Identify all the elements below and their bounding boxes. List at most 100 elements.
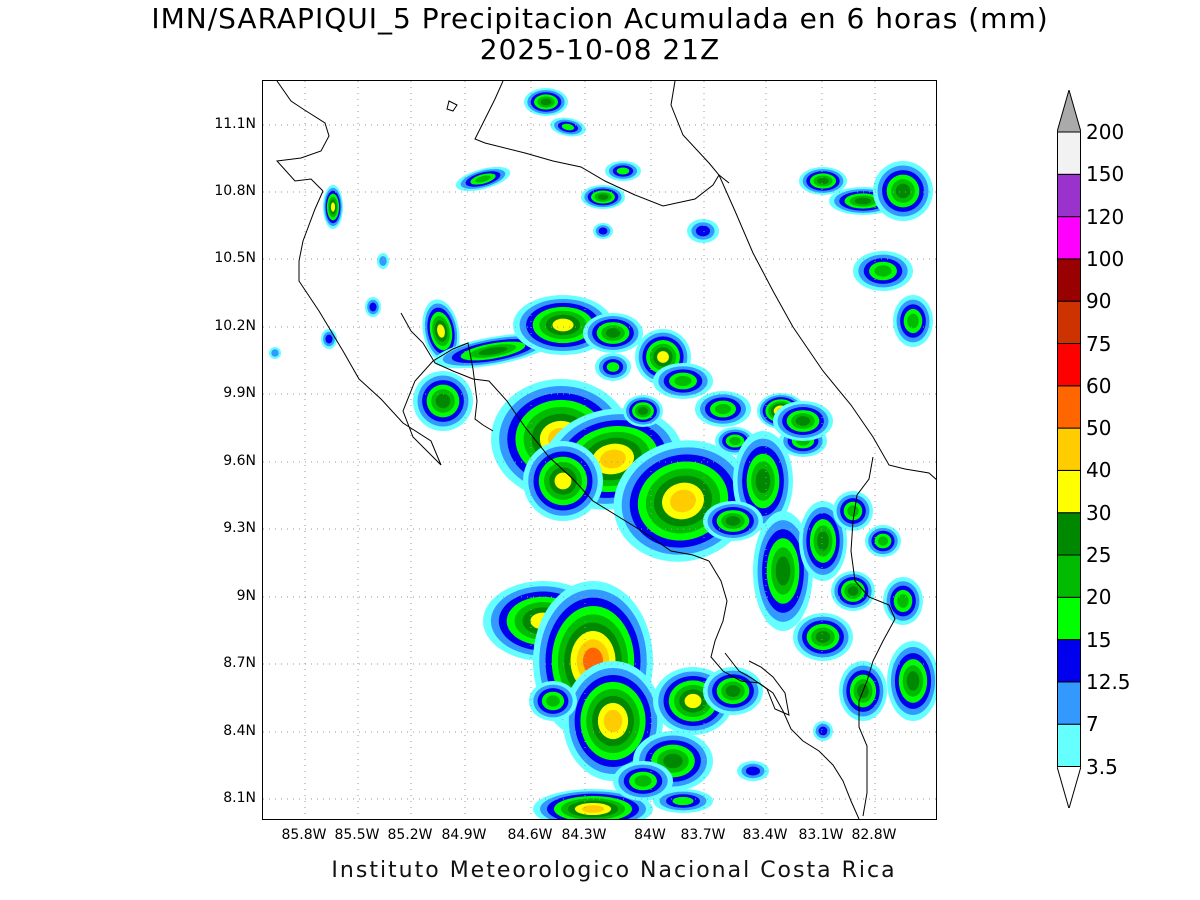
rain-cell — [773, 401, 833, 441]
lat-tick-label: 8.4N — [223, 723, 256, 739]
rain-contour — [897, 594, 909, 608]
rain-cell — [413, 371, 473, 431]
lat-tick-label: 9.9N — [223, 385, 256, 401]
rain-contour — [603, 709, 623, 733]
colorbar-label: 12.5 — [1086, 669, 1131, 694]
lat-tick-label: 9.6N — [223, 453, 256, 469]
colorbar-segment — [1057, 723, 1081, 768]
rain-contour — [638, 407, 648, 415]
colorbar-segment — [1057, 131, 1081, 175]
rain-contour — [634, 775, 652, 787]
rain-contour — [874, 265, 892, 277]
colorbar-label: 200 — [1086, 120, 1125, 144]
rain-contour — [271, 349, 279, 357]
rain-cell — [524, 88, 568, 116]
lat-tick-label: 9N — [236, 588, 256, 604]
rain-cell — [583, 313, 643, 353]
rain-cell — [703, 501, 763, 541]
lon-tick-label: 83.4W — [742, 827, 788, 843]
lat-tick-label: 8.1N — [223, 790, 256, 806]
colorbar-label: 100 — [1086, 246, 1125, 271]
rain-contour — [597, 194, 609, 200]
colorbar-label: 90 — [1086, 289, 1112, 314]
gulf-nicoya — [400, 312, 710, 562]
colorbar-label: 50 — [1086, 416, 1112, 441]
lon-tick-label: 84.9W — [441, 827, 487, 843]
island — [446, 100, 458, 112]
rain-contour — [854, 197, 872, 205]
rain-contour — [600, 449, 626, 469]
rain-contour — [598, 227, 608, 235]
rain-contour — [581, 805, 605, 813]
colorbar-segment — [1057, 258, 1081, 302]
lat-tick-label: 11.1N — [214, 116, 256, 132]
colorbar-label: 25 — [1086, 543, 1112, 567]
rain-cell — [613, 761, 673, 801]
pacific-coast-nicoya — [298, 190, 494, 466]
rain-contour — [379, 256, 387, 266]
rain-cell — [523, 441, 603, 521]
rain-contour — [877, 536, 889, 546]
colorbar-segment — [1057, 385, 1081, 429]
colorbar-label: 20 — [1086, 585, 1112, 610]
rain-contour — [725, 516, 741, 526]
rain-contour — [725, 685, 741, 697]
rain-contour — [554, 472, 572, 490]
rain-cell — [455, 166, 511, 192]
rain-cell — [513, 295, 613, 355]
rain-cell — [365, 297, 381, 317]
rain-cell — [893, 295, 933, 347]
lat-tick-label: 8.7N — [223, 655, 256, 671]
rain-cell — [323, 185, 343, 229]
rain-cell — [605, 161, 641, 181]
precipitation-map — [262, 80, 937, 820]
rain-cell — [321, 329, 337, 349]
rain-cell — [695, 391, 751, 427]
lon-tick-label: 82.8W — [851, 827, 897, 843]
rain-cell — [422, 299, 460, 363]
rain-cell — [595, 353, 631, 381]
map-title: IMN/SARAPIQUI_5 Precipitacion Acumulada … — [151, 2, 1049, 35]
colorbar-segment — [1057, 512, 1081, 556]
rain-contour — [330, 202, 336, 212]
lon-tick-label: 84W — [634, 827, 666, 843]
rain-contour — [325, 334, 333, 344]
rain-contour — [546, 695, 560, 707]
rain-cell — [737, 761, 769, 781]
panama-border — [850, 456, 896, 817]
rain-cell — [883, 577, 923, 625]
lat-tick-label: 10.5N — [214, 250, 256, 266]
colorbar-over-arrow — [1057, 90, 1081, 133]
rain-contour — [847, 586, 859, 596]
lon-tick-label: 83.7W — [680, 827, 726, 843]
rain-cell — [377, 253, 389, 269]
lon-tick-label: 84.3W — [561, 827, 607, 843]
rain-contour — [616, 167, 630, 175]
osa-peninsula — [724, 652, 790, 716]
lon-tick-label: 84.6W — [507, 827, 553, 843]
rain-cell — [831, 571, 875, 611]
colorbar-under-arrow — [1057, 766, 1081, 808]
rain-cell — [529, 681, 577, 721]
colorbar — [1057, 90, 1081, 808]
rain-contour — [775, 556, 791, 586]
lat-tick-label: 10.8N — [214, 183, 256, 199]
precipitation-field — [269, 88, 936, 819]
lon-tick-label: 83.1W — [798, 827, 844, 843]
rain-cell — [687, 219, 719, 243]
rain-cell — [865, 525, 901, 557]
rain-contour — [552, 318, 574, 332]
rain-cell — [753, 511, 813, 631]
colorbar-label: 75 — [1086, 331, 1112, 356]
rain-cell — [793, 613, 853, 661]
rain-contour — [817, 177, 829, 185]
rain-cell — [799, 501, 847, 581]
lon-tick-label: 85.5W — [334, 827, 380, 843]
colorbar-segment — [1057, 469, 1081, 514]
rain-cell — [563, 661, 663, 781]
rain-contour — [729, 437, 741, 445]
rain-contour — [605, 328, 621, 338]
rain-cell — [833, 491, 873, 531]
lat-tick-label: 10.2N — [214, 318, 256, 334]
rain-cell — [703, 667, 763, 715]
